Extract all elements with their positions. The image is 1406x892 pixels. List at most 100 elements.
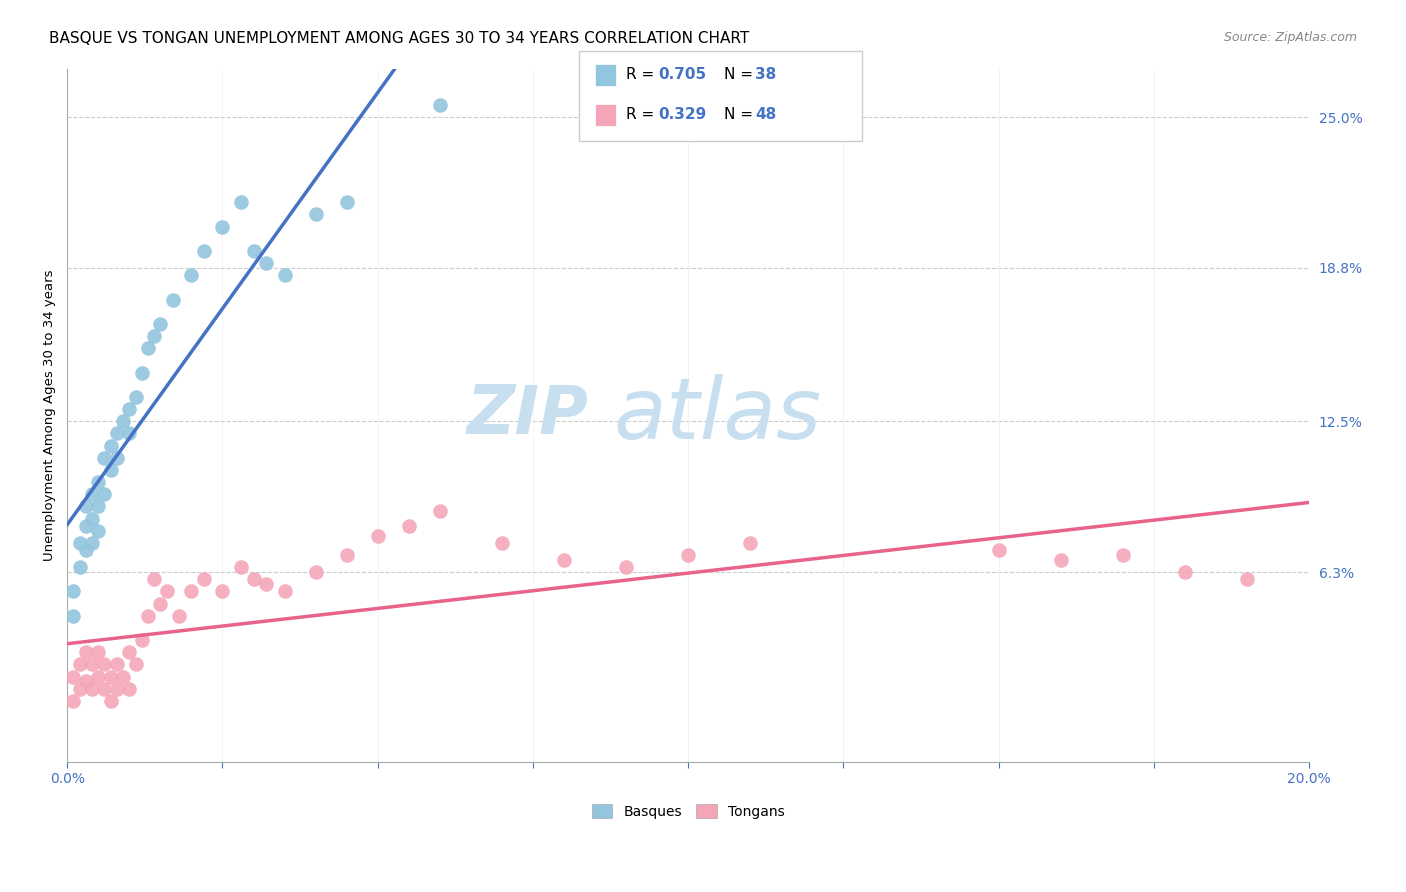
Point — [75, 500, 97, 514]
Point — [62, 608, 84, 623]
Point — [242, 572, 264, 586]
Text: 0.329: 0.329 — [658, 107, 706, 122]
Point — [229, 195, 252, 210]
Text: R =: R = — [626, 107, 659, 122]
Text: atlas: atlas — [613, 374, 821, 457]
Point — [273, 268, 295, 283]
Text: 0.705: 0.705 — [658, 67, 706, 82]
Point — [136, 608, 159, 623]
Point — [254, 577, 277, 591]
Text: 38: 38 — [755, 67, 776, 82]
Point — [180, 268, 202, 283]
Point — [62, 694, 84, 708]
Point — [336, 195, 359, 210]
Point — [242, 244, 264, 258]
Text: BASQUE VS TONGAN UNEMPLOYMENT AMONG AGES 30 TO 34 YEARS CORRELATION CHART: BASQUE VS TONGAN UNEMPLOYMENT AMONG AGES… — [49, 31, 749, 46]
Point — [273, 584, 295, 599]
Y-axis label: Unemployment Among Ages 30 to 34 years: Unemployment Among Ages 30 to 34 years — [44, 269, 56, 561]
Text: N =: N = — [724, 67, 758, 82]
Point — [304, 565, 326, 579]
Point — [131, 366, 153, 380]
Point — [211, 219, 233, 234]
Point — [75, 645, 97, 659]
Point — [105, 450, 128, 465]
Point — [62, 670, 84, 684]
Point — [112, 670, 135, 684]
Text: R =: R = — [626, 67, 659, 82]
Point — [1174, 565, 1197, 579]
Point — [75, 518, 97, 533]
Point — [987, 543, 1010, 558]
Text: ZIP: ZIP — [467, 382, 589, 448]
Point — [614, 560, 637, 574]
Point — [62, 584, 84, 599]
Point — [149, 597, 172, 611]
Point — [87, 500, 110, 514]
Point — [1112, 548, 1135, 562]
Point — [87, 670, 110, 684]
Point — [105, 426, 128, 441]
Point — [93, 487, 115, 501]
Point — [304, 207, 326, 221]
Point — [87, 645, 110, 659]
Point — [229, 560, 252, 574]
Point — [105, 681, 128, 696]
Point — [69, 681, 91, 696]
Point — [80, 657, 103, 672]
Point — [398, 518, 420, 533]
Text: N =: N = — [724, 107, 758, 122]
Point — [100, 670, 122, 684]
Point — [1236, 572, 1258, 586]
Point — [69, 560, 91, 574]
Point — [93, 657, 115, 672]
Legend: Basques, Tongans: Basques, Tongans — [586, 798, 790, 824]
Point — [100, 694, 122, 708]
Point — [429, 504, 451, 518]
Text: Source: ZipAtlas.com: Source: ZipAtlas.com — [1223, 31, 1357, 45]
Point — [118, 426, 141, 441]
Point — [740, 536, 762, 550]
Point — [193, 244, 215, 258]
Point — [69, 657, 91, 672]
Point — [136, 341, 159, 355]
Point — [100, 463, 122, 477]
Point — [162, 293, 184, 307]
Point — [131, 633, 153, 648]
Point — [676, 548, 699, 562]
Point — [80, 487, 103, 501]
Point — [118, 645, 141, 659]
Point — [112, 414, 135, 428]
Point — [118, 402, 141, 417]
Point — [155, 584, 177, 599]
Point — [211, 584, 233, 599]
Point — [180, 584, 202, 599]
Point — [167, 608, 190, 623]
Point — [336, 548, 359, 562]
Point — [429, 98, 451, 112]
Point — [143, 329, 166, 343]
Point — [254, 256, 277, 270]
Point — [105, 657, 128, 672]
Point — [553, 553, 575, 567]
Point — [124, 657, 146, 672]
Point — [143, 572, 166, 586]
Point — [80, 681, 103, 696]
Point — [193, 572, 215, 586]
Point — [1049, 553, 1071, 567]
Point — [93, 450, 115, 465]
Point — [87, 524, 110, 538]
Point — [149, 317, 172, 331]
Point — [80, 511, 103, 525]
Point — [367, 528, 389, 542]
Point — [100, 438, 122, 452]
Point — [93, 681, 115, 696]
Point — [124, 390, 146, 404]
Point — [80, 536, 103, 550]
Text: 48: 48 — [755, 107, 776, 122]
Point — [118, 681, 141, 696]
Point — [491, 536, 513, 550]
Point — [75, 543, 97, 558]
Point — [87, 475, 110, 489]
Point — [75, 674, 97, 689]
Point — [69, 536, 91, 550]
